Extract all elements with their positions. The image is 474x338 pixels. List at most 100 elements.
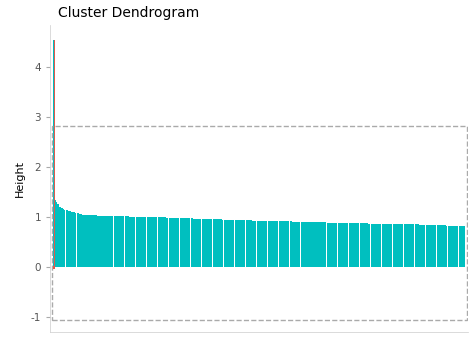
Bar	[270, 221, 272, 267]
Bar	[348, 223, 350, 267]
Bar	[369, 223, 371, 267]
Bar	[195, 218, 196, 267]
Bar	[322, 222, 324, 267]
Bar	[207, 219, 208, 267]
Bar	[281, 221, 283, 267]
Bar	[455, 226, 456, 267]
Bar	[285, 221, 287, 267]
Bar	[353, 223, 354, 267]
Bar	[155, 217, 156, 267]
Bar	[101, 216, 102, 267]
Bar	[296, 222, 298, 267]
Bar	[409, 224, 410, 267]
Bar	[314, 222, 316, 267]
Bar	[424, 225, 426, 267]
Bar	[415, 224, 416, 267]
Bar	[347, 223, 348, 267]
Bar	[332, 223, 333, 267]
Bar	[428, 225, 429, 267]
Bar	[342, 223, 343, 267]
Bar	[193, 218, 194, 267]
Bar	[232, 220, 233, 267]
Bar	[457, 226, 458, 267]
Bar	[162, 217, 163, 267]
Bar	[236, 220, 237, 267]
Bar	[181, 218, 182, 267]
Y-axis label: Height: Height	[15, 160, 25, 197]
Bar	[435, 225, 437, 267]
Bar	[346, 223, 347, 267]
Bar	[390, 224, 391, 267]
Bar	[99, 216, 100, 267]
Bar	[325, 222, 327, 267]
Bar	[225, 220, 226, 267]
Bar	[126, 216, 127, 267]
Bar	[408, 224, 409, 267]
Bar	[379, 224, 380, 267]
Bar	[233, 220, 235, 267]
Bar	[133, 217, 134, 267]
Bar	[432, 225, 434, 267]
Bar	[295, 222, 296, 267]
Bar	[78, 213, 79, 267]
Bar	[463, 226, 464, 267]
Bar	[169, 218, 170, 267]
Bar	[96, 215, 97, 267]
Bar	[345, 223, 346, 267]
Bar	[316, 222, 317, 267]
Bar	[421, 225, 423, 267]
Bar	[357, 223, 358, 267]
Bar	[402, 224, 403, 267]
Bar	[445, 225, 446, 267]
Bar	[146, 217, 148, 267]
Bar	[284, 221, 285, 267]
Bar	[336, 223, 337, 267]
Bar	[88, 215, 89, 267]
Bar	[313, 222, 314, 267]
Bar	[129, 217, 130, 267]
Bar	[123, 216, 125, 267]
Bar	[71, 212, 72, 267]
Bar	[156, 217, 157, 267]
Bar	[191, 218, 192, 267]
Bar	[389, 224, 390, 267]
Bar	[81, 214, 82, 267]
Bar	[228, 220, 229, 267]
Bar	[368, 223, 369, 267]
Bar	[276, 221, 277, 267]
Bar	[145, 217, 146, 267]
Bar	[180, 218, 181, 267]
Bar	[293, 222, 295, 267]
Bar	[453, 226, 454, 267]
Bar	[427, 225, 428, 267]
Bar	[291, 221, 292, 267]
Bar	[115, 216, 116, 267]
Bar	[59, 207, 60, 267]
Bar	[439, 225, 440, 267]
Bar	[441, 225, 442, 267]
Bar	[376, 224, 377, 267]
Bar	[149, 217, 151, 267]
Bar	[258, 221, 259, 267]
Bar	[152, 217, 154, 267]
Bar	[416, 224, 417, 267]
Bar	[387, 224, 388, 267]
Bar	[141, 217, 142, 267]
Bar	[443, 225, 445, 267]
Bar	[60, 207, 61, 267]
Bar	[251, 220, 252, 267]
Bar	[116, 216, 118, 267]
Bar	[311, 222, 313, 267]
Bar	[361, 223, 362, 267]
Bar	[398, 224, 399, 267]
Bar	[328, 222, 329, 267]
Bar	[217, 219, 218, 267]
Bar	[90, 215, 91, 267]
Bar	[154, 217, 155, 267]
Bar	[438, 225, 439, 267]
Bar	[356, 223, 357, 267]
Bar	[151, 217, 152, 267]
Bar	[215, 219, 217, 267]
Bar	[140, 217, 141, 267]
Bar	[75, 213, 76, 267]
